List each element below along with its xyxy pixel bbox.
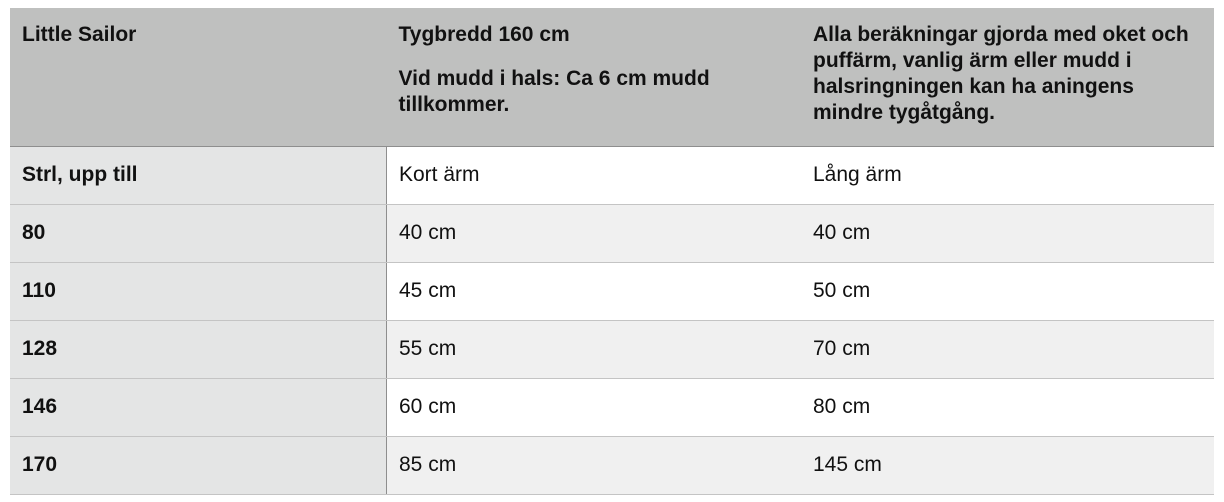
header-row: Little Sailor Tygbredd 160 cm Vid mudd i…	[10, 8, 1214, 147]
short-sleeve-cell: 40 cm	[386, 204, 801, 263]
table-row: 170 85 cm 145 cm	[10, 436, 1214, 495]
long-sleeve-cell: 145 cm	[801, 436, 1214, 495]
table-row: 128 55 cm 70 cm	[10, 320, 1214, 379]
size-cell: Strl, upp till	[10, 146, 387, 205]
size-cell: 80	[10, 204, 387, 263]
header-cell-title: Little Sailor	[10, 8, 387, 147]
short-sleeve-cell: 60 cm	[386, 378, 801, 437]
size-cell: 146	[10, 378, 387, 437]
table-row: 80 40 cm 40 cm	[10, 204, 1214, 263]
cuff-note: Vid mudd i hals: Ca 6 cm mudd tillkommer…	[398, 67, 710, 116]
table-row: Strl, upp till Kort ärm Lång ärm	[10, 146, 1214, 205]
table-row: 110 45 cm 50 cm	[10, 262, 1214, 321]
short-sleeve-cell: 55 cm	[386, 320, 801, 379]
size-cell: 128	[10, 320, 387, 379]
table-row: 146 60 cm 80 cm	[10, 378, 1214, 437]
short-sleeve-cell: Kort ärm	[386, 146, 801, 205]
size-cell: 170	[10, 436, 387, 495]
short-sleeve-cell: 85 cm	[386, 436, 801, 495]
header-cell-fabric: Tygbredd 160 cm Vid mudd i hals: Ca 6 cm…	[386, 8, 801, 147]
fabric-table: Little Sailor Tygbredd 160 cm Vid mudd i…	[10, 8, 1214, 495]
long-sleeve-cell: Lång ärm	[801, 146, 1214, 205]
size-cell: 110	[10, 262, 387, 321]
long-sleeve-cell: 40 cm	[801, 204, 1214, 263]
fabric-width: Tygbredd 160 cm	[398, 23, 570, 46]
long-sleeve-cell: 70 cm	[801, 320, 1214, 379]
long-sleeve-cell: 50 cm	[801, 262, 1214, 321]
header-cell-note: Alla beräkningar gjorda med oket och puf…	[801, 8, 1214, 147]
long-sleeve-cell: 80 cm	[801, 378, 1214, 437]
short-sleeve-cell: 45 cm	[386, 262, 801, 321]
